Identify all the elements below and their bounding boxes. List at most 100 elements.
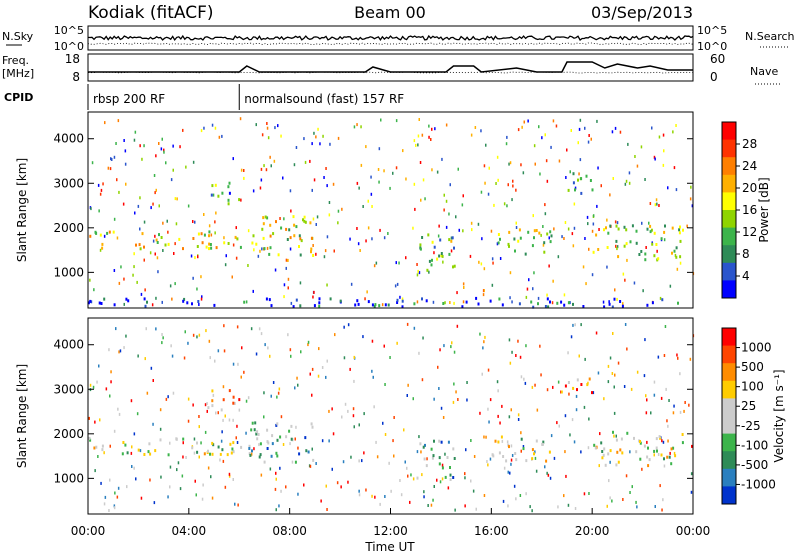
range-cell — [675, 188, 678, 192]
range-cell — [196, 335, 198, 339]
range-cell — [328, 201, 331, 204]
range-cell — [430, 263, 433, 267]
range-cell — [419, 161, 422, 164]
range-cell — [377, 168, 380, 171]
range-cell — [187, 204, 190, 208]
range-cell — [617, 460, 620, 464]
range-cell — [564, 221, 567, 224]
range-cell — [679, 372, 681, 376]
range-cell — [621, 451, 624, 455]
range-cell — [163, 148, 165, 152]
range-cell — [661, 508, 663, 512]
range-cell — [538, 125, 540, 129]
range-cell — [533, 271, 535, 275]
range-cell — [276, 395, 278, 399]
range-cell — [307, 450, 310, 454]
range-cell — [182, 128, 184, 132]
range-cell — [247, 229, 250, 233]
range-cell — [217, 445, 220, 449]
range-cell — [549, 230, 552, 234]
range-cell — [431, 168, 433, 172]
range-cell — [197, 232, 200, 236]
range-cell — [659, 436, 662, 440]
range-cell — [575, 394, 578, 398]
range-cell — [430, 138, 432, 141]
range-cell — [290, 437, 293, 441]
freq-trace — [87, 61, 694, 74]
range-cell — [387, 303, 390, 307]
range-cell — [312, 458, 315, 462]
range-cell — [673, 166, 676, 170]
range-cell — [222, 385, 225, 389]
range-cell — [303, 137, 305, 141]
range-cell — [623, 225, 626, 229]
range-cell — [540, 233, 542, 237]
range-cell — [349, 237, 351, 241]
range-cell — [262, 222, 265, 226]
range-cell — [167, 230, 169, 234]
range-cell — [677, 301, 679, 305]
range-cell — [487, 368, 490, 372]
range-cell — [438, 224, 440, 228]
range-cell — [415, 143, 417, 147]
range-cell — [150, 366, 153, 370]
range-cell — [326, 184, 328, 188]
range-cell — [535, 439, 538, 443]
range-cell — [275, 423, 278, 427]
range-cell — [186, 301, 189, 305]
range-cell — [615, 239, 618, 243]
range-cell — [201, 295, 203, 299]
ytick-label: 4000 — [53, 132, 84, 146]
range-cell — [303, 219, 306, 223]
range-cell — [523, 377, 525, 381]
range-cell — [573, 440, 576, 444]
range-cell — [655, 198, 658, 202]
range-cell — [365, 239, 367, 243]
range-cell — [417, 134, 420, 138]
range-cell — [208, 224, 211, 228]
range-cell — [611, 372, 614, 375]
range-cell — [220, 408, 223, 412]
range-cell — [479, 411, 481, 415]
range-cell — [421, 297, 423, 301]
range-cell — [270, 164, 272, 168]
range-cell — [628, 181, 631, 185]
range-cell — [588, 134, 590, 137]
range-cell — [455, 390, 457, 394]
range-cell — [475, 296, 478, 300]
range-cell — [497, 440, 500, 444]
range-cell — [442, 302, 445, 305]
nsky-panel: N.Sky 10^5 10^0 10^5 10^0 N.Search — [2, 24, 795, 53]
range-cell — [309, 221, 312, 225]
range-cell — [113, 217, 116, 221]
range-cell — [232, 418, 234, 422]
range-cell — [582, 305, 585, 308]
range-cell — [439, 480, 442, 484]
range-cell — [449, 183, 451, 187]
range-cell — [332, 432, 335, 436]
range-cell — [113, 429, 116, 433]
range-cell — [428, 124, 430, 128]
range-cell — [308, 464, 311, 468]
range-cell — [634, 155, 636, 158]
range-cell — [393, 454, 395, 458]
range-cell — [567, 503, 570, 507]
range-cell — [318, 297, 321, 301]
range-cell — [546, 388, 549, 392]
range-cell — [517, 239, 520, 243]
range-cell — [477, 222, 480, 226]
range-cell — [420, 450, 422, 454]
range-cell — [137, 448, 140, 452]
range-cell — [407, 383, 409, 387]
range-cell — [331, 467, 333, 471]
range-cell — [497, 414, 499, 418]
range-cell — [423, 490, 425, 494]
range-cell — [546, 293, 548, 297]
range-cell — [616, 245, 619, 249]
range-cell — [362, 205, 364, 208]
range-cell — [452, 447, 455, 451]
range-cell — [648, 221, 650, 225]
range-cell — [389, 356, 391, 359]
range-cell — [311, 447, 313, 451]
range-cell — [97, 183, 100, 187]
